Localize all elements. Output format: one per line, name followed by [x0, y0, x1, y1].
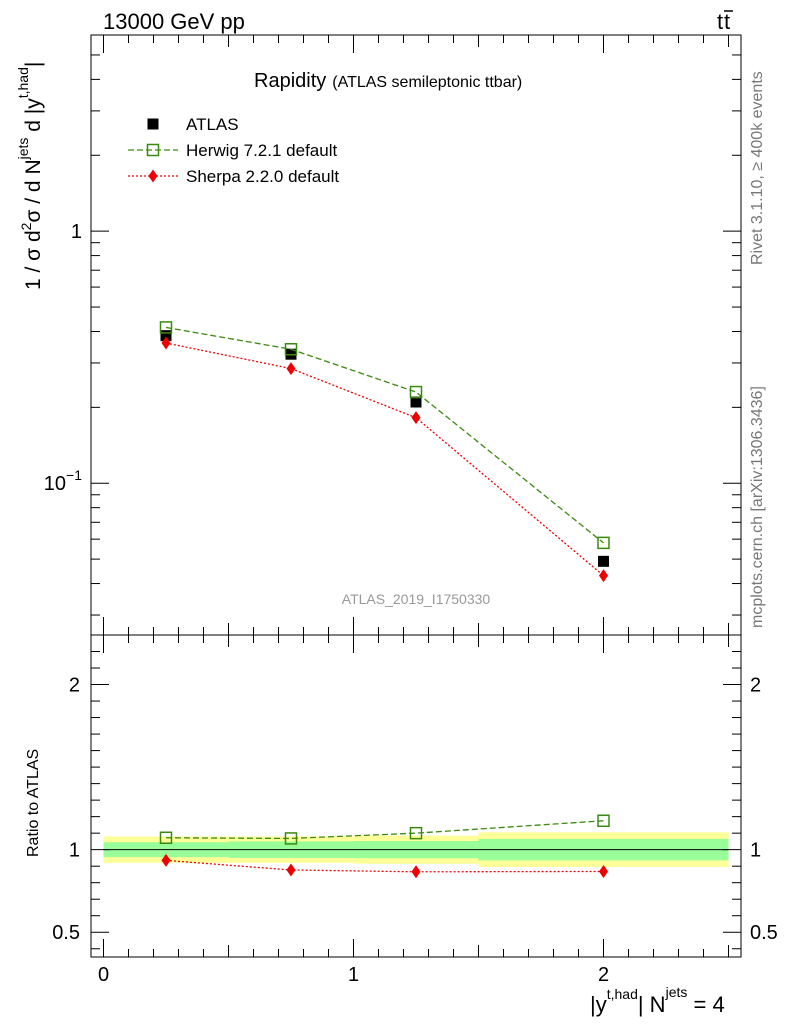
y-axis-title: 1 / σ d2σ / d Njets d |yt,had|	[15, 62, 45, 290]
ratio-data-point	[599, 864, 608, 878]
legend-label: Herwig 7.2.1 default	[186, 141, 337, 160]
y-tick-label: 1	[71, 221, 82, 243]
data-point	[284, 343, 298, 356]
series-herwig	[159, 321, 610, 550]
legend: ATLAS Herwig 7.2.1 default Sherpa 2.2.0 de…	[128, 115, 339, 186]
x-tick-label: 0	[98, 964, 109, 986]
ratio-data-point	[161, 853, 171, 867]
title-sub: (ATLAS semileptonic ttbar)	[332, 74, 522, 91]
legend-label: Sherpa 2.2.0 default	[186, 167, 339, 186]
process-tbar: t	[724, 9, 730, 34]
x-tick-label: 1	[348, 964, 359, 986]
x-axis-title: |yt,had| Njets = 4	[590, 984, 725, 1017]
ratio-y-tick-label-left: 1	[69, 840, 80, 862]
ratio-data-point	[597, 814, 610, 828]
ratio-series-line	[165, 859, 604, 873]
data-point	[597, 536, 610, 550]
ratio-y-ticks	[91, 634, 741, 957]
mcplots-label: mcplots.cern.ch [arXiv:1306.3436]	[749, 386, 766, 628]
series-sherpa	[161, 336, 608, 583]
process-label: t t	[717, 9, 733, 34]
rivet-label: Rivet 3.1.10, ≥ 400k events	[749, 71, 766, 265]
ratio-series-line	[165, 820, 604, 840]
ratio-data-point	[159, 831, 173, 845]
legend-entry: Sherpa 2.2.0 default	[128, 167, 339, 186]
data-point	[411, 411, 421, 425]
ratio-data-point	[409, 826, 423, 840]
ratio-data-point	[284, 832, 298, 845]
ratio-series-herwig	[159, 814, 610, 845]
title-main: Rapidity	[254, 70, 326, 92]
legend-entry: ATLAS	[147, 115, 239, 134]
legend-marker	[147, 118, 159, 130]
data-point	[409, 385, 423, 399]
watermark: ATLAS_2019_I1750330	[342, 591, 491, 607]
main-panel: Rapidity (ATLAS semileptonic ttbar) ATLAS…	[15, 34, 742, 636]
ratio-y-axis-title: Ratio to ATLAS	[25, 749, 42, 857]
legend-marker	[146, 143, 160, 157]
ratio-data-point	[411, 865, 421, 879]
data-point	[410, 396, 422, 408]
main-y-ticks	[91, 34, 741, 635]
ratio-data-point	[286, 863, 296, 877]
data-point	[159, 321, 173, 334]
data-point	[598, 555, 609, 567]
data-point	[599, 569, 608, 583]
main-plot-title: Rapidity (ATLAS semileptonic ttbar)	[254, 70, 522, 92]
data-point	[160, 330, 172, 342]
ratio-y-tick-label-right: 1	[750, 840, 761, 862]
data-point	[286, 362, 296, 376]
ratio-y-tick-label-left: 2	[69, 675, 80, 697]
series-line	[165, 326, 604, 544]
legend-label: ATLAS	[186, 115, 239, 134]
ratio-panel: Ratio to ATLAS |yt,had| Njets = 4 2 2 1 1 0.…	[25, 634, 778, 1017]
legend-entry: Herwig 7.2.1 default	[128, 141, 337, 160]
data-point	[161, 336, 171, 350]
ratio-y-tick-label-left: 0.5	[52, 922, 80, 944]
ratio-series-sherpa	[161, 853, 608, 879]
ratio-plot-frame	[90, 634, 742, 958]
series-line	[165, 342, 604, 577]
ratio-y-tick-label-right: 2	[750, 675, 761, 697]
collision-label: 13000 GeV pp	[103, 9, 245, 34]
x-tick-label: 2	[598, 964, 609, 986]
ratio-y-tick-label-right: 0.5	[750, 922, 778, 944]
process-t: t	[717, 9, 723, 34]
series-atlas	[160, 330, 609, 567]
legend-marker	[148, 169, 158, 183]
y-tick-label: 10−1	[44, 467, 82, 495]
